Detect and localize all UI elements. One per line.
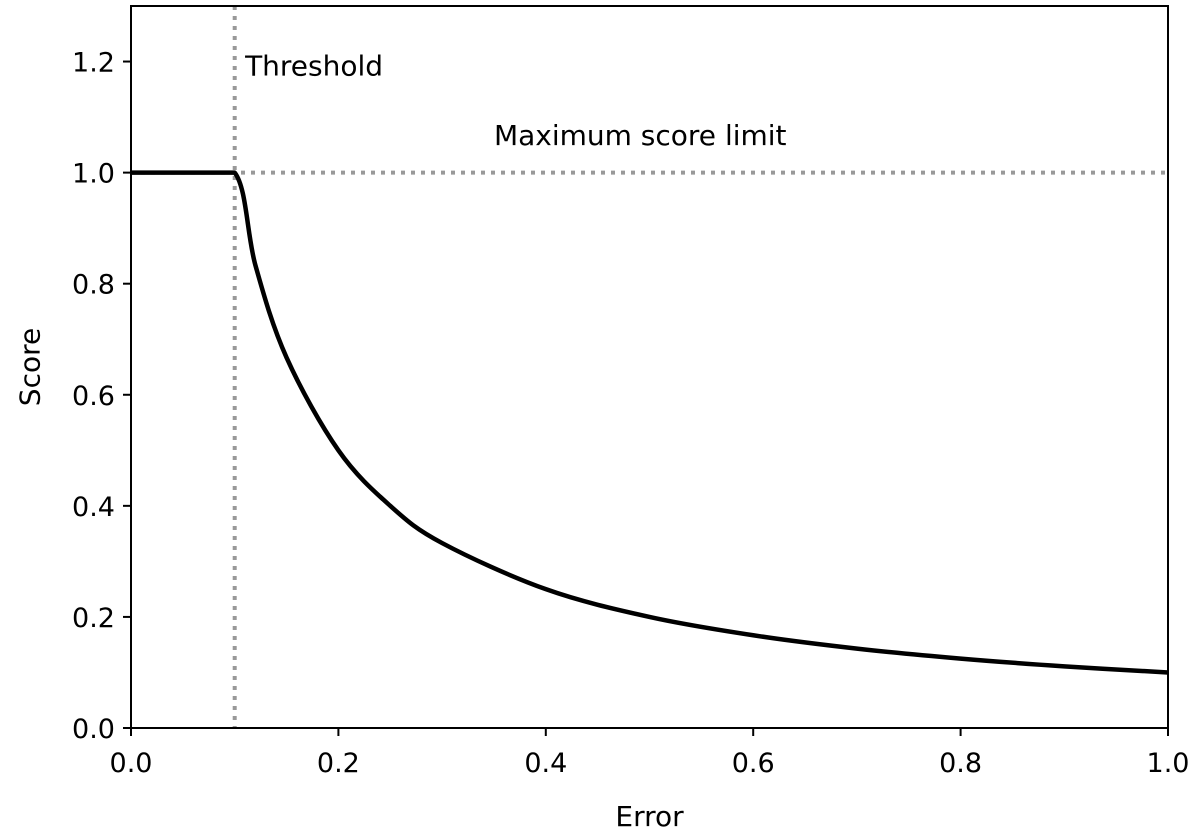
y-tick-label: 0.4 (72, 492, 115, 523)
annotations: Threshold Maximum score limit (244, 49, 786, 151)
y-tick-label: 0.6 (72, 381, 115, 412)
x-tick-label: 0.8 (939, 748, 982, 779)
score-curve (131, 170, 1169, 675)
axis-ticks: 0.0 0.2 0.4 0.6 0.8 1.0 0.0 0.2 0.4 0.6 0.8 1.0 1.2 (72, 48, 1189, 779)
threshold-annotation: Threshold (244, 49, 383, 82)
y-tick-label: 1.2 (72, 48, 115, 79)
x-tick-label: 0.6 (732, 748, 775, 779)
x-tick-label: 0.0 (110, 748, 153, 779)
reference-lines (131, 6, 1168, 728)
x-tick-label: 1.0 (1147, 748, 1190, 779)
plot-frame (130, 5, 1169, 729)
x-tick-label: 0.4 (524, 748, 567, 779)
max-score-annotation: Maximum score limit (494, 119, 787, 152)
y-tick-label: 1.0 (72, 159, 115, 190)
y-tick-label: 0.0 (72, 714, 115, 745)
y-tick-label: 0.8 (72, 270, 115, 301)
y-axis-title: Score (14, 328, 47, 406)
x-tick-label: 0.2 (317, 748, 360, 779)
series-layer (131, 170, 1169, 675)
x-axis-title: Error (615, 800, 684, 833)
y-tick-label: 0.2 (72, 603, 115, 634)
